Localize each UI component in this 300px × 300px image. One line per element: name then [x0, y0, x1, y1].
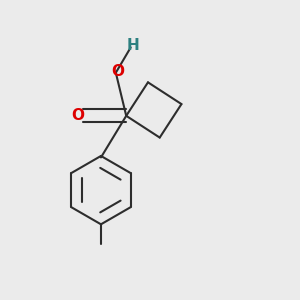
Text: O: O	[71, 108, 84, 123]
Text: O: O	[111, 64, 124, 79]
Text: H: H	[127, 38, 140, 53]
